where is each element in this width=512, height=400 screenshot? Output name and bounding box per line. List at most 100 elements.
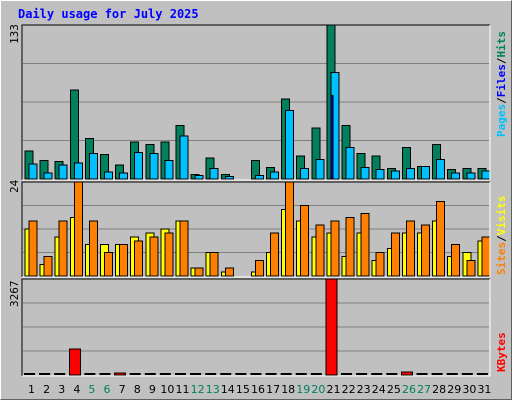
bar-sites-day-31 xyxy=(481,236,491,277)
bar-sites-day-6 xyxy=(103,252,113,277)
bar-sites-day-23 xyxy=(360,212,370,277)
day-label-23: 23 xyxy=(357,383,371,396)
bar-files-day-18 xyxy=(285,110,295,180)
bar-pages-day-21 xyxy=(330,95,334,180)
bar-files-day-10 xyxy=(164,159,174,180)
bar-sites-day-19 xyxy=(300,205,310,277)
bar-files-day-1 xyxy=(28,163,38,180)
bar-kbytes-day-3 xyxy=(54,373,66,375)
bar-kbytes-day-20 xyxy=(310,373,322,375)
bar-sites-day-4 xyxy=(73,181,83,277)
day-label-21: 21 xyxy=(326,383,340,396)
bar-files-day-25 xyxy=(390,170,400,180)
top-panel-max-label: 133 xyxy=(8,24,21,44)
bar-files-day-13 xyxy=(209,168,219,180)
bar-sites-day-26 xyxy=(405,220,415,277)
bar-kbytes-day-16 xyxy=(250,373,262,375)
bar-files-day-11 xyxy=(179,135,189,180)
legend-sites-visits: Sites/Visits xyxy=(495,196,508,276)
bar-files-day-7 xyxy=(119,172,129,180)
day-label-22: 22 xyxy=(342,383,356,396)
bar-files-day-8 xyxy=(134,151,144,180)
day-label-5: 5 xyxy=(88,383,95,396)
bar-sites-day-10 xyxy=(164,232,174,277)
day-label-20: 20 xyxy=(311,383,325,396)
bar-sites-day-30 xyxy=(466,259,476,277)
bar-sites-day-21 xyxy=(330,220,340,277)
day-label-1: 1 xyxy=(28,383,35,396)
day-label-24: 24 xyxy=(372,383,386,396)
bar-kbytes-day-1 xyxy=(24,373,35,375)
bar-sites-day-1 xyxy=(28,220,38,277)
day-label-28: 28 xyxy=(432,383,446,396)
panel-borders xyxy=(21,24,491,377)
bar-kbytes-day-11 xyxy=(174,373,186,375)
bar-kbytes-day-17 xyxy=(265,373,277,375)
day-label-15: 15 xyxy=(236,383,250,396)
bar-series xyxy=(24,24,491,376)
bar-files-day-4 xyxy=(73,162,83,180)
bar-kbytes-day-5 xyxy=(84,373,96,375)
bar-kbytes-day-10 xyxy=(159,373,171,375)
legend-sep-3: / xyxy=(495,235,508,242)
bar-kbytes-day-15 xyxy=(235,373,247,375)
bar-sites-day-9 xyxy=(149,236,159,277)
bar-kbytes-day-18 xyxy=(280,373,292,375)
day-label-26: 26 xyxy=(402,383,416,396)
bar-files-day-3 xyxy=(58,164,68,180)
bar-files-day-27 xyxy=(421,165,431,180)
bar-sites-day-18 xyxy=(285,181,295,277)
day-label-6: 6 xyxy=(104,383,111,396)
bar-files-day-28 xyxy=(436,158,446,180)
day-label-2: 2 xyxy=(43,383,50,396)
middle-panel-max-label: 24 xyxy=(8,179,21,193)
legend-files: Files xyxy=(495,64,508,97)
legend-sites: Sites xyxy=(495,242,508,275)
bar-sites-day-29 xyxy=(451,244,461,277)
bar-kbytes-day-4 xyxy=(68,348,81,376)
bar-files-day-30 xyxy=(466,172,476,180)
day-label-31: 31 xyxy=(477,383,491,396)
bar-sites-day-13 xyxy=(209,252,219,277)
bar-sites-day-3 xyxy=(58,220,68,277)
day-label-13: 13 xyxy=(206,383,220,396)
bar-sites-day-7 xyxy=(119,244,129,277)
bar-files-day-29 xyxy=(451,172,461,180)
legend-sep-1: / xyxy=(495,97,508,104)
legend-sep-2: / xyxy=(495,57,508,64)
bar-sites-day-8 xyxy=(134,240,144,277)
bar-kbytes-day-7 xyxy=(114,372,127,376)
bar-files-day-16 xyxy=(254,175,264,180)
day-label-16: 16 xyxy=(251,383,265,396)
bar-sites-day-16 xyxy=(254,259,264,277)
bar-files-day-6 xyxy=(103,171,113,180)
day-label-4: 4 xyxy=(73,383,80,396)
day-labels: 1 2 3 4 5 6 7 8 9 10 11 12 13 14 15 16 17 18 19 20 21 22 23 24 2… xyxy=(28,383,491,396)
bar-kbytes-day-14 xyxy=(220,373,232,375)
bar-files-day-24 xyxy=(375,169,385,180)
legend-hits: Hits xyxy=(495,31,508,58)
day-label-27: 27 xyxy=(417,383,431,396)
bar-kbytes-day-29 xyxy=(446,373,458,375)
bar-files-day-20 xyxy=(315,158,325,180)
bottom-panel-max-label: 3267 xyxy=(8,281,21,308)
bar-kbytes-day-28 xyxy=(431,373,443,375)
bar-kbytes-day-30 xyxy=(461,373,473,375)
bar-kbytes-day-2 xyxy=(39,373,51,375)
legend-visits: Visits xyxy=(495,196,508,236)
day-label-10: 10 xyxy=(160,383,174,396)
bar-sites-day-5 xyxy=(88,220,98,277)
day-label-30: 30 xyxy=(462,383,476,396)
bar-sites-day-24 xyxy=(375,252,385,277)
day-label-9: 9 xyxy=(149,383,156,396)
day-label-7: 7 xyxy=(119,383,126,396)
bar-sites-day-11 xyxy=(179,220,189,277)
legend-kbytes: KBytes xyxy=(495,332,508,372)
bar-kbytes-day-27 xyxy=(416,373,428,375)
bar-kbytes-day-9 xyxy=(144,373,156,375)
bar-kbytes-day-31 xyxy=(476,373,488,375)
day-label-29: 29 xyxy=(447,383,461,396)
day-label-17: 17 xyxy=(266,383,280,396)
bar-kbytes-day-25 xyxy=(386,373,398,375)
